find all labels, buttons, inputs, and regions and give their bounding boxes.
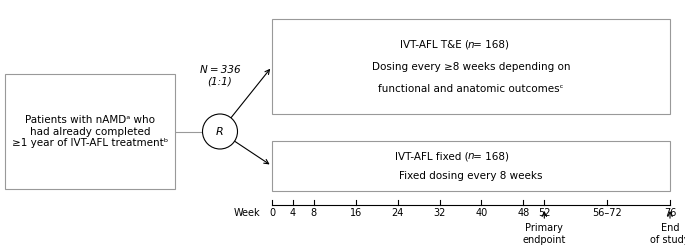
Text: 8: 8 <box>311 208 317 218</box>
Text: 76: 76 <box>664 208 676 218</box>
FancyBboxPatch shape <box>5 74 175 189</box>
Text: 52: 52 <box>538 208 551 218</box>
Text: Patients with nAMDᵃ who
had already completed
≥1 year of IVT-AFL treatmentᵇ: Patients with nAMDᵃ who had already comp… <box>12 115 168 148</box>
Text: functional and anatomic outcomesᶜ: functional and anatomic outcomesᶜ <box>378 83 564 94</box>
Text: Fixed dosing every 8 weeks: Fixed dosing every 8 weeks <box>399 171 543 181</box>
Text: 40: 40 <box>475 208 488 218</box>
Text: End
of study: End of study <box>650 223 685 245</box>
Text: n: n <box>468 151 474 161</box>
Text: 4: 4 <box>290 208 296 218</box>
Text: 0: 0 <box>269 208 275 218</box>
Text: = 168): = 168) <box>471 151 509 161</box>
Text: 16: 16 <box>349 208 362 218</box>
Text: 56–72: 56–72 <box>593 208 622 218</box>
Text: Primary
endpoint: Primary endpoint <box>523 223 566 245</box>
Text: Week: Week <box>234 208 260 218</box>
Text: IVT-AFL T&E (: IVT-AFL T&E ( <box>400 40 471 50</box>
Text: IVT-AFL fixed (: IVT-AFL fixed ( <box>395 151 471 161</box>
Text: 32: 32 <box>434 208 446 218</box>
Text: N = 336
(1:1): N = 336 (1:1) <box>200 65 240 87</box>
FancyBboxPatch shape <box>272 141 670 191</box>
Text: 48: 48 <box>517 208 530 218</box>
Text: 24: 24 <box>392 208 404 218</box>
Text: R: R <box>216 126 224 136</box>
Text: n: n <box>468 40 474 50</box>
Circle shape <box>203 114 238 149</box>
Text: Dosing every ≥8 weeks depending on: Dosing every ≥8 weeks depending on <box>372 62 570 71</box>
Text: = 168): = 168) <box>471 40 509 50</box>
FancyBboxPatch shape <box>272 19 670 114</box>
